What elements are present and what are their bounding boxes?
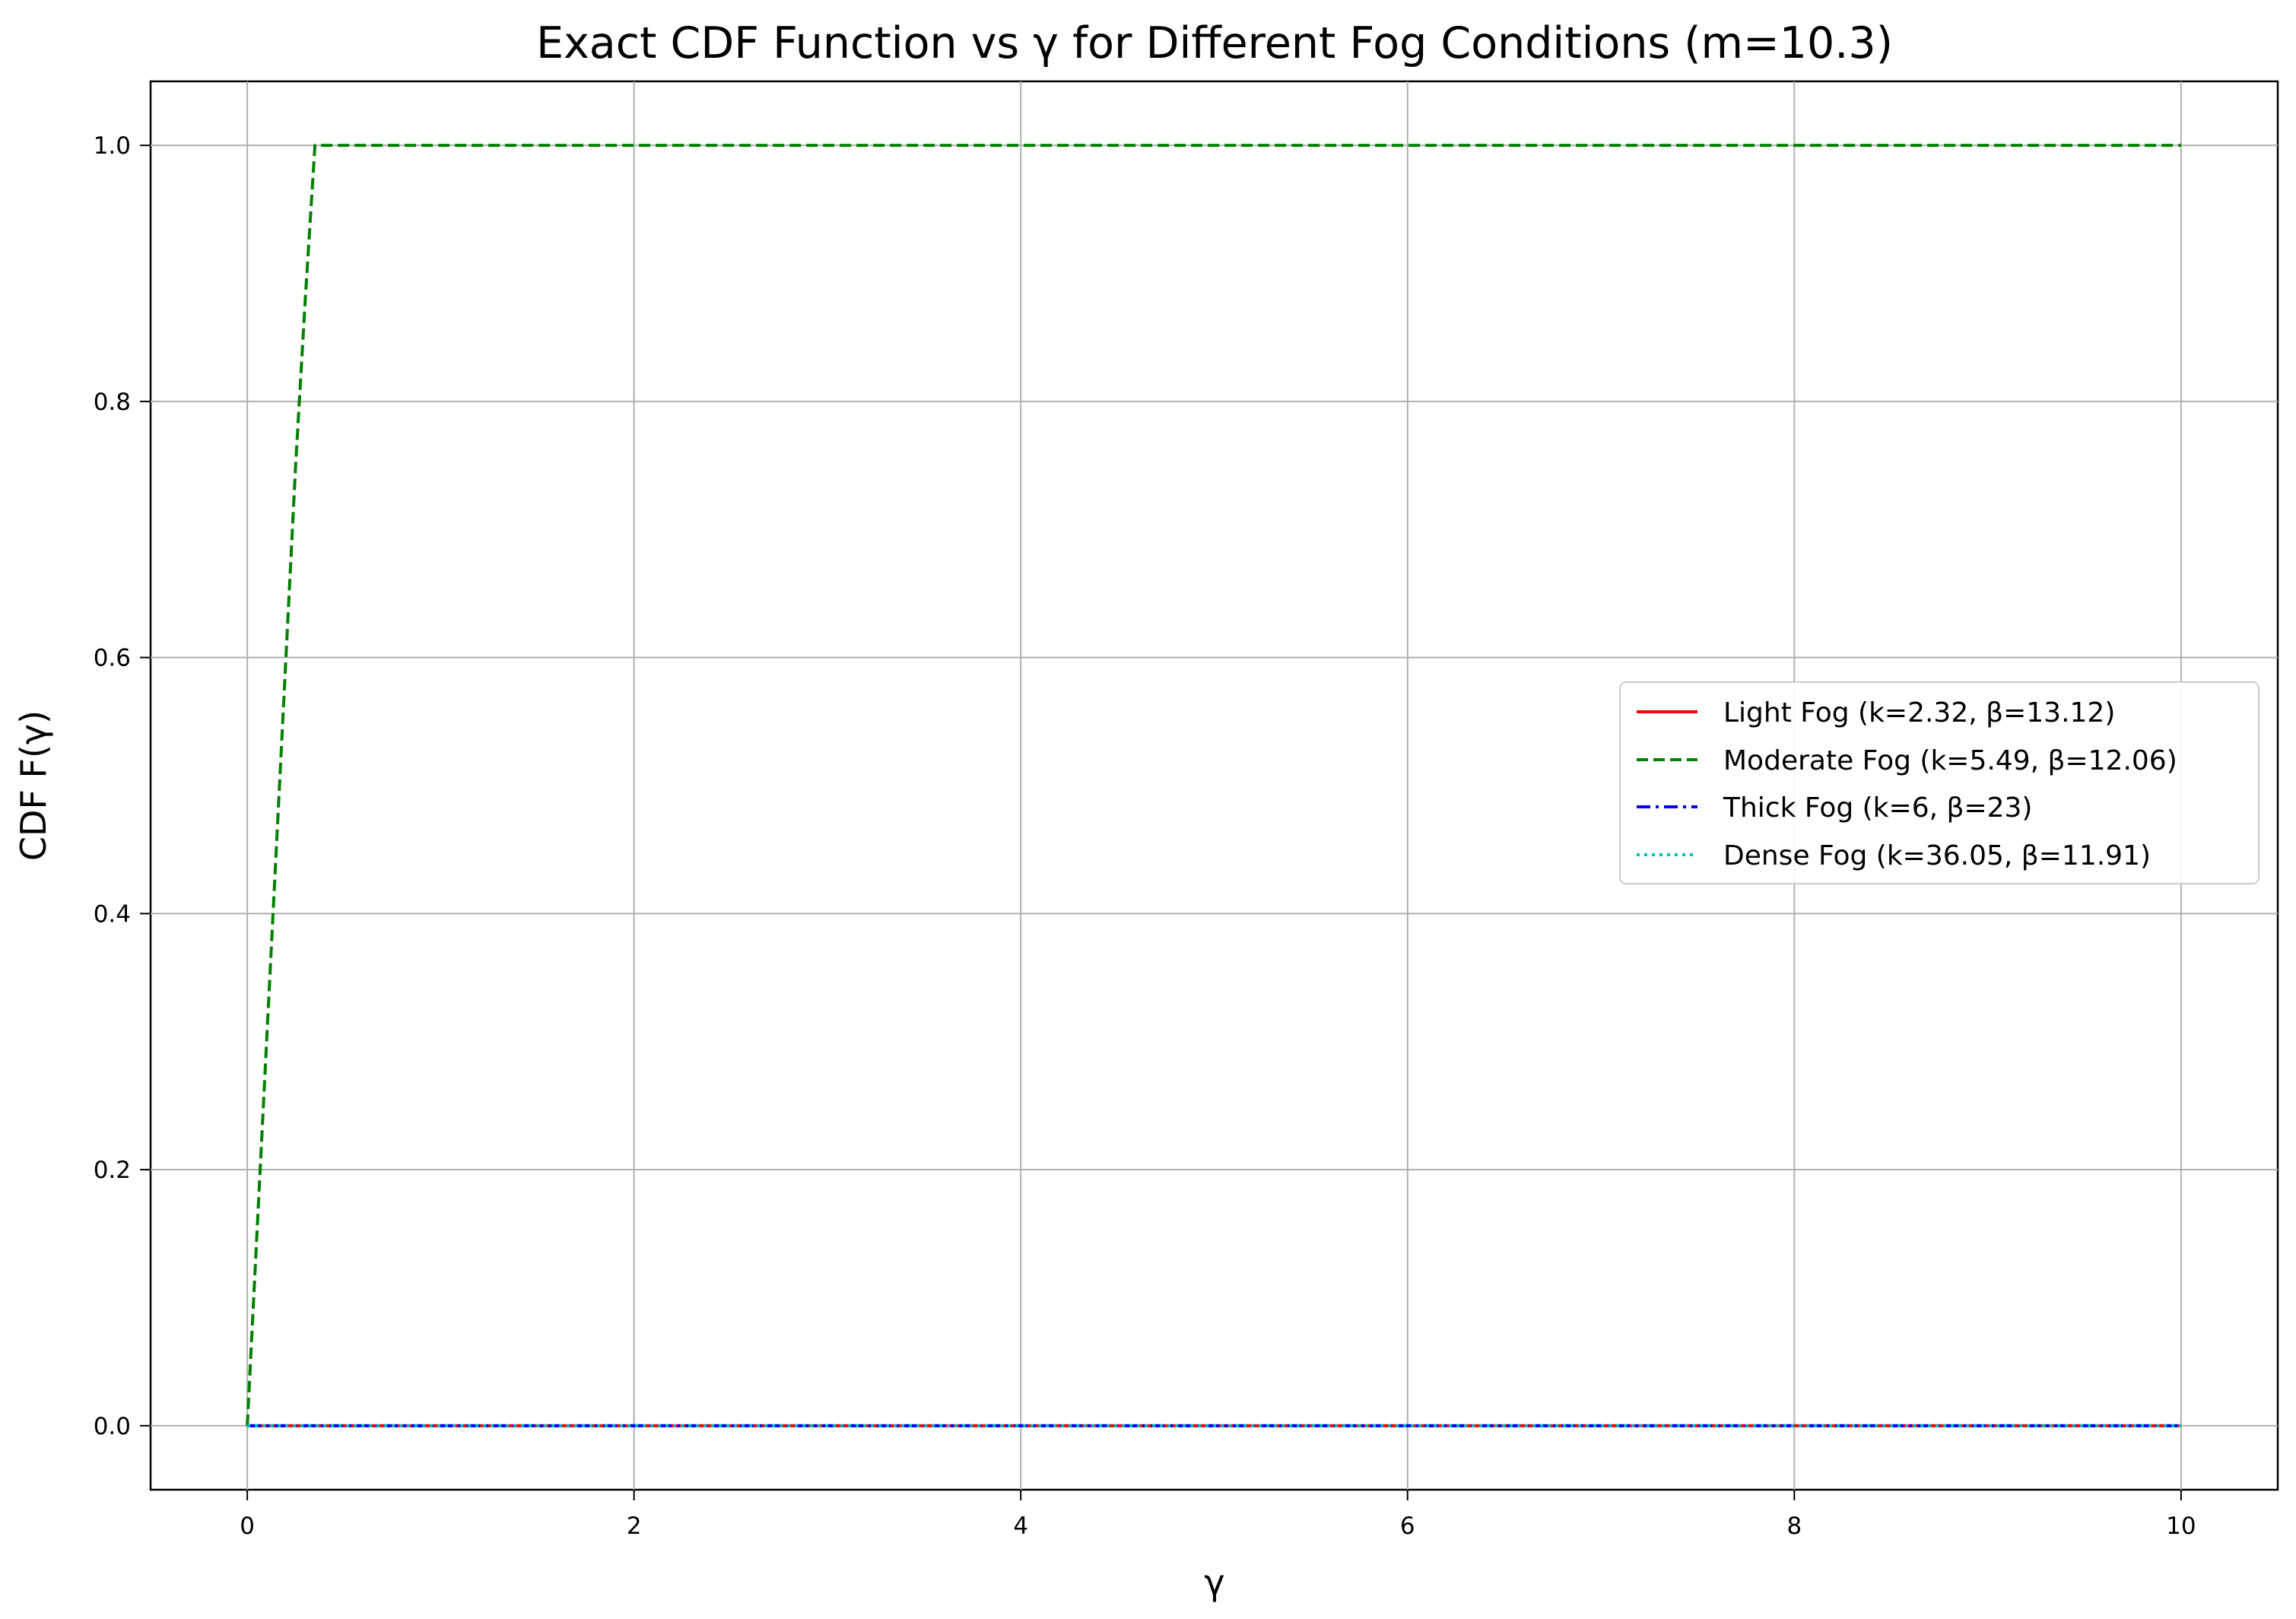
chart-title: Exact CDF Function vs γ for Different Fo…: [536, 18, 1893, 68]
y-tick-label: 0.0: [94, 1413, 131, 1440]
x-tick-label: 4: [1013, 1513, 1028, 1540]
series-line-moderate-fog: [246, 144, 2181, 1426]
y-tick-label: 0.8: [94, 389, 131, 416]
x-tick-label: 2: [627, 1513, 642, 1540]
plot-area: 0 2 4 6 8 10 0.0 0.2 0.4 0.6 0.8 1.0: [94, 80, 2279, 1540]
y-axis-label: CDF F(γ): [13, 710, 54, 861]
x-tick-label: 6: [1400, 1513, 1415, 1540]
y-axis-ticks: 0.0 0.2 0.4 0.6 0.8 1.0: [94, 132, 151, 1440]
legend-label-thick-fog: Thick Fog (k=6, β=23): [1723, 792, 2032, 824]
x-tick-label: 10: [2166, 1513, 2196, 1540]
plot-frame: [149, 80, 2279, 1491]
legend-label-moderate-fog: Moderate Fog (k=5.49, β=12.06): [1723, 745, 2177, 776]
x-tick-label: 0: [240, 1513, 255, 1540]
legend-box: [1619, 681, 2259, 884]
y-tick-label: 0.2: [94, 1157, 131, 1184]
x-axis-label: γ: [1204, 1562, 1224, 1603]
y-tick-label: 1.0: [94, 132, 131, 160]
x-axis-ticks: 0 2 4 6 8 10: [240, 1490, 2196, 1540]
series-lines: [246, 144, 2181, 1427]
x-tick-label: 8: [1786, 1513, 1802, 1540]
y-tick-label: 0.4: [94, 900, 131, 928]
legend-label-light-fog: Light Fog (k=2.32, β=13.12): [1723, 697, 2115, 729]
legend-label-dense-fog: Dense Fog (k=36.05, β=11.91): [1723, 840, 2151, 871]
legend: Light Fog (k=2.32, β=13.12) Moderate Fog…: [1619, 681, 2259, 884]
y-tick-label: 0.6: [94, 645, 131, 672]
